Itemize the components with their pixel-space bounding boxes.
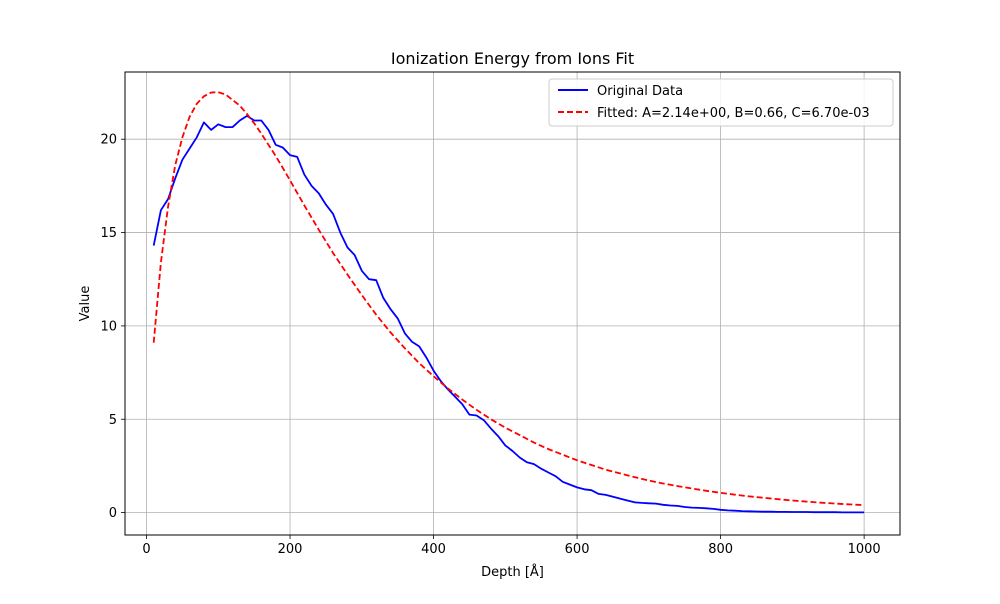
- legend-box: [548, 78, 894, 127]
- y-tick-label: 5: [109, 413, 117, 428]
- legend: Original Data Fitted: A=2.14e+00, B=0.66…: [548, 78, 894, 127]
- x-tick-label: 200: [278, 542, 303, 557]
- legend-label-original-data: Original Data: [597, 84, 683, 99]
- x-tick-label: 1000: [848, 542, 881, 557]
- x-tick-label: 0: [142, 542, 150, 557]
- y-tick-label: 20: [100, 133, 117, 148]
- y-tick-label: 0: [109, 506, 117, 521]
- y-axis-ticks: 0 5 10 15 20: [100, 133, 125, 521]
- y-tick-label: 15: [100, 226, 117, 241]
- x-tick-label: 800: [708, 542, 733, 557]
- x-axis-ticks: 0 200 400 600 800 1000: [142, 535, 881, 557]
- x-tick-label: 400: [421, 542, 446, 557]
- y-axis-label: Value: [78, 286, 93, 322]
- axes-frame: [124, 71, 901, 536]
- legend-label-fitted: Fitted: A=2.14e+00, B=0.66, C=6.70e-03: [597, 106, 870, 121]
- y-tick-label: 10: [100, 319, 117, 334]
- series-line-fitted: [152, 91, 865, 506]
- plot-lines: [152, 91, 865, 514]
- x-axis-label: Depth [Å]: [481, 564, 544, 580]
- x-tick-label: 600: [565, 542, 590, 557]
- series-line-original-data: [152, 115, 865, 514]
- chart-title: Ionization Energy from Ions Fit: [391, 49, 634, 68]
